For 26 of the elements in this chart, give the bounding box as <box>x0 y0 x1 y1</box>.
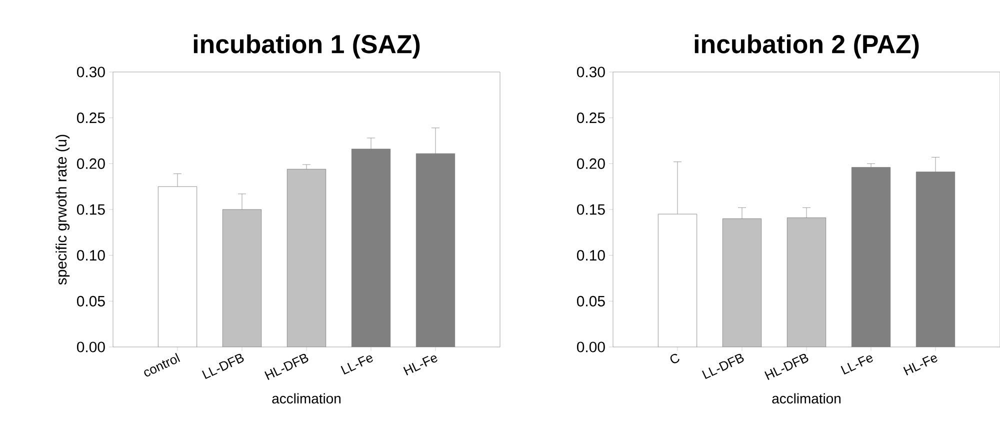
x-tick-label: C <box>670 354 680 364</box>
x-tick-label: LL-Fe <box>840 356 873 374</box>
y-tick-label: 0.15 <box>76 204 105 215</box>
x-tick-label: LL-Fe <box>340 356 373 374</box>
bar <box>722 218 762 347</box>
y-tick-label: 0.25 <box>76 112 105 124</box>
x-axis-title: acclimation <box>272 393 340 404</box>
y-tick-label: 0.15 <box>576 204 605 215</box>
chart-title: incubation 1 (SAZ) <box>194 34 420 58</box>
x-tick-label: HL-Fe <box>903 356 938 376</box>
y-axis-title: specific grwoth rate (u) <box>56 134 70 285</box>
y-tick-label: 0.20 <box>76 158 105 169</box>
bar <box>222 209 262 347</box>
y-tick-label: 0.10 <box>76 250 105 261</box>
y-tick-label: 0.30 <box>76 66 105 78</box>
y-tick-label: 0.25 <box>576 112 605 124</box>
y-tick-label: 0.00 <box>576 342 605 352</box>
y-tick-label: 0.20 <box>576 158 605 169</box>
y-tick-label: 0.05 <box>576 296 605 306</box>
y-tick-label: 0.30 <box>576 66 605 78</box>
y-tick-label: 0.10 <box>576 250 605 261</box>
chart-title: incubation 2 (PAZ) <box>694 34 919 58</box>
y-tick-label: 0.00 <box>76 342 105 352</box>
y-tick-label: 0.05 <box>76 296 105 306</box>
x-tick-label: HL-Fe <box>403 356 438 376</box>
x-axis-title: acclimation <box>772 393 840 404</box>
